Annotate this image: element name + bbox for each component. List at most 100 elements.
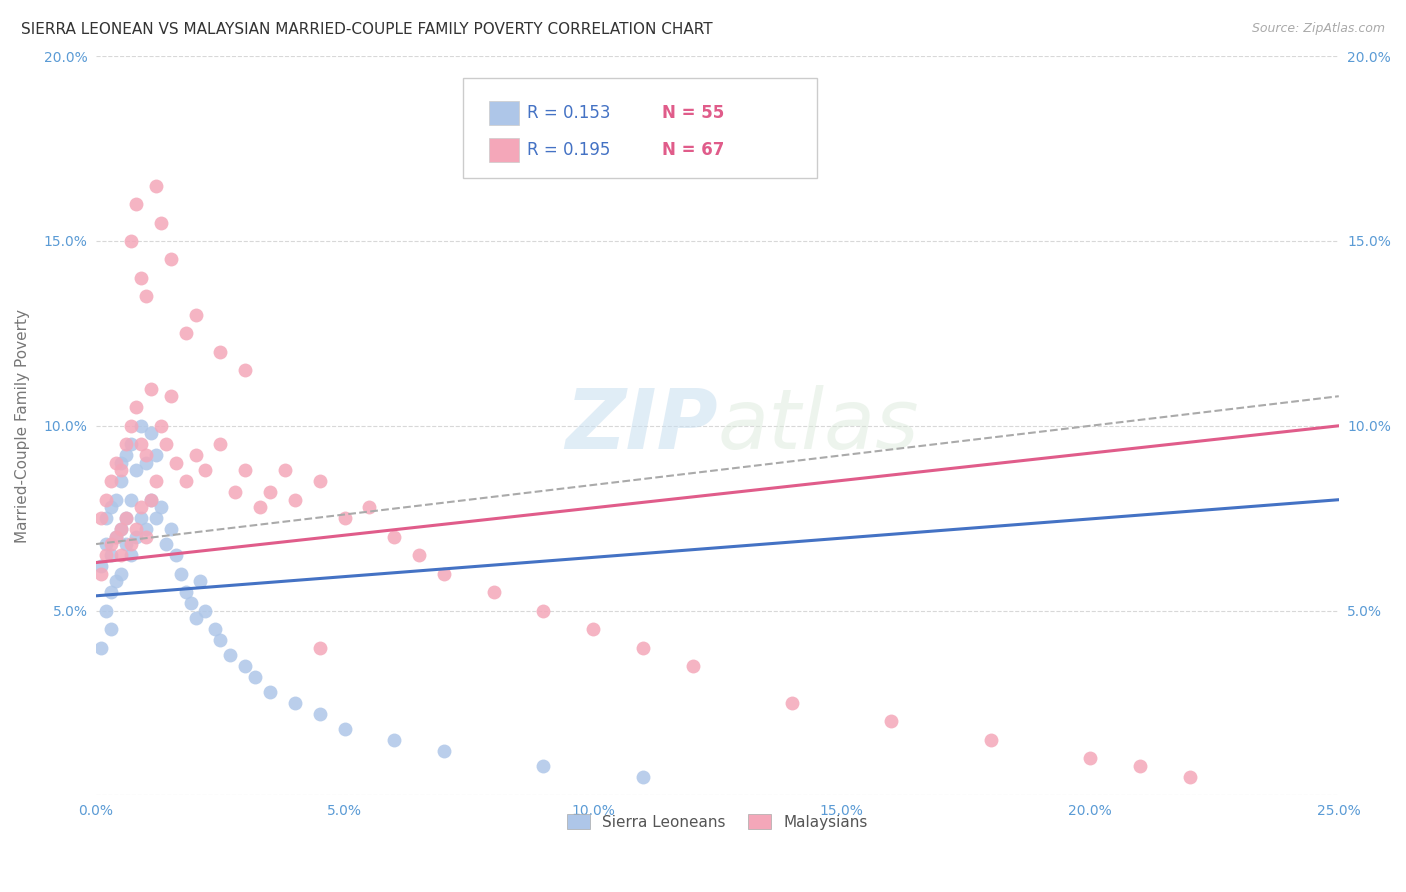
Point [135,456,157,470]
Point [233,463,256,477]
Point [174,326,197,341]
Point [104,456,127,470]
FancyBboxPatch shape [489,102,519,125]
Point [129,500,152,514]
Point [115,448,138,462]
Point [631,640,654,655]
Point [100,622,122,636]
Point [333,722,356,736]
Point [145,474,167,488]
Point [233,363,256,377]
Point [682,659,704,673]
Point [259,485,281,500]
Point [100,537,122,551]
Point [135,530,157,544]
Point [115,437,138,451]
Text: R = 0.195: R = 0.195 [527,141,610,159]
Point [224,485,246,500]
Point [274,463,297,477]
Point [284,696,307,710]
Point [259,685,281,699]
Point [204,622,226,636]
Point [149,500,172,514]
Point [408,548,430,562]
Point [125,522,148,536]
Point [169,566,191,581]
Point [104,530,127,544]
Point [120,437,142,451]
FancyBboxPatch shape [463,78,817,178]
Point [94,492,117,507]
Point [100,474,122,488]
Point [135,289,157,303]
Point [115,511,138,525]
Point [139,382,162,396]
Point [94,604,117,618]
Y-axis label: Married-Couple Family Poverty: Married-Couple Family Poverty [15,309,30,543]
Point [139,492,162,507]
Point [125,401,148,415]
Point [145,511,167,525]
Point [174,585,197,599]
Point [125,463,148,477]
Point [90,566,112,581]
Point [159,389,181,403]
Point [100,548,122,562]
Point [159,252,181,267]
Point [631,770,654,784]
Point [149,418,172,433]
Point [129,418,152,433]
Point [382,530,405,544]
Point [780,696,803,710]
Point [243,670,266,684]
Point [110,474,132,488]
Point [194,604,217,618]
Point [110,522,132,536]
Point [165,548,187,562]
Point [104,574,127,588]
FancyBboxPatch shape [489,138,519,161]
Point [94,548,117,562]
Point [308,640,330,655]
Point [120,492,142,507]
Point [284,492,307,507]
Point [94,511,117,525]
Point [159,522,181,536]
Point [209,344,232,359]
Point [433,566,456,581]
Point [94,537,117,551]
Legend: Sierra Leoneans, Malaysians: Sierra Leoneans, Malaysians [561,807,875,836]
Point [308,474,330,488]
Point [433,744,456,758]
Point [190,574,212,588]
Point [110,566,132,581]
Point [104,530,127,544]
Point [100,500,122,514]
Point [104,492,127,507]
Point [120,418,142,433]
Text: Source: ZipAtlas.com: Source: ZipAtlas.com [1251,22,1385,36]
Point [139,492,162,507]
Point [110,463,132,477]
Text: ZIP: ZIP [565,385,717,467]
Point [115,511,138,525]
Point [115,537,138,551]
Point [129,271,152,285]
Point [219,648,242,662]
Text: R = 0.153: R = 0.153 [527,104,610,122]
Point [1129,759,1152,773]
Text: N = 67: N = 67 [662,141,724,159]
Point [249,500,271,514]
Point [333,511,356,525]
Point [194,463,217,477]
Point [184,308,207,322]
Point [209,437,232,451]
Point [139,426,162,441]
Point [165,456,187,470]
Point [382,733,405,747]
Point [135,522,157,536]
Point [110,456,132,470]
Point [120,234,142,248]
Point [149,215,172,229]
Point [1178,770,1201,784]
